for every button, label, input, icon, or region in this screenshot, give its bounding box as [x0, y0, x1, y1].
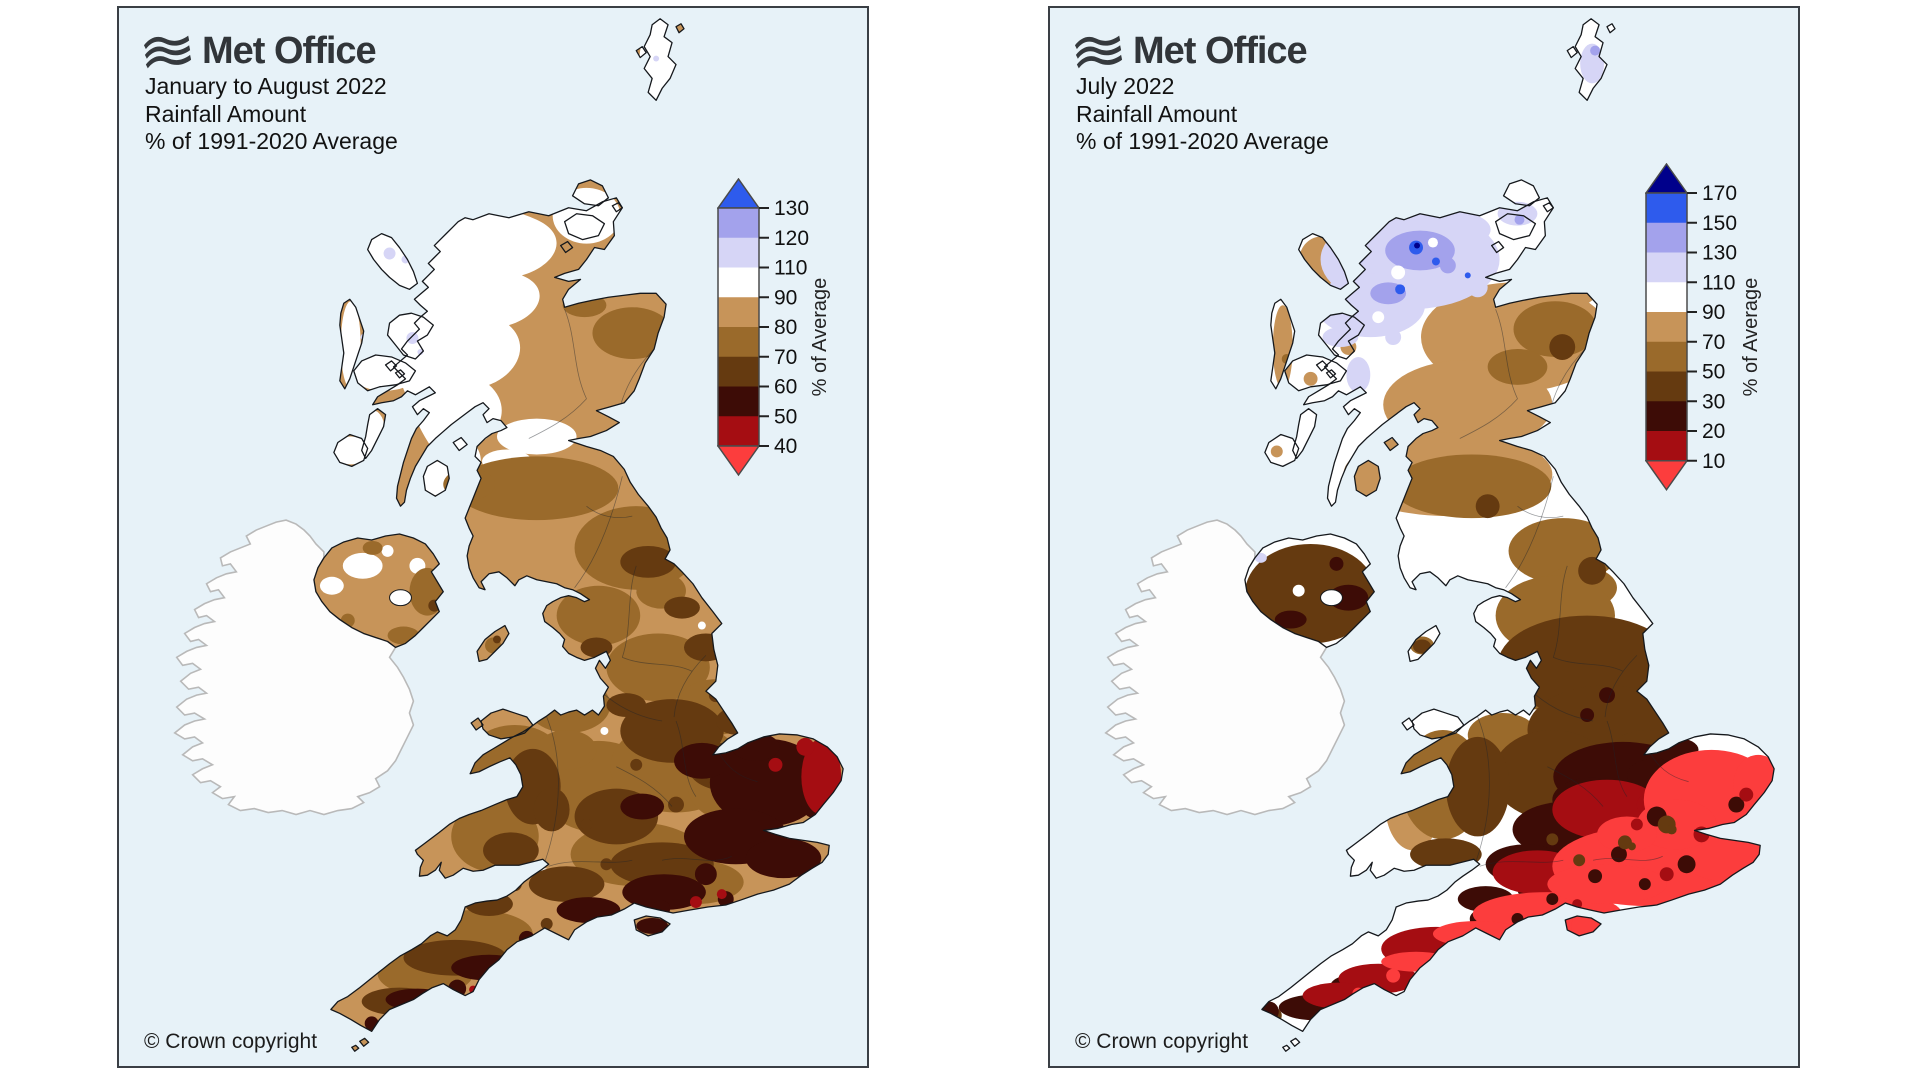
title-block-left: Met Office January to August 2022 Rainfa… [143, 30, 398, 156]
crown-copyright: © Crown copyright [1075, 1030, 1249, 1053]
colorbar-axis-label: % of Average [809, 277, 831, 397]
met-office-logotype: Met Office [202, 30, 377, 72]
svg-text:120: 120 [774, 227, 809, 250]
colorbar-legend: 170 150 130 110 90 70 50 30 20 10 [1644, 162, 1755, 498]
svg-text:70: 70 [1702, 331, 1725, 354]
met-office-logotype: Met Office [1133, 30, 1308, 72]
svg-text:50: 50 [1702, 361, 1725, 384]
svg-text:70: 70 [774, 346, 797, 369]
svg-text:110: 110 [774, 257, 807, 280]
svg-text:50: 50 [774, 405, 797, 428]
svg-text:40: 40 [774, 435, 797, 458]
colorbar-legend: 130 120 110 90 80 70 60 50 40 [716, 177, 827, 483]
map-title-variable: Rainfall Amount [145, 100, 307, 127]
colorbar-axis-label: % of Average [1740, 277, 1762, 397]
map-title-period: July 2022 [1076, 73, 1175, 99]
svg-text:30: 30 [1702, 390, 1725, 413]
svg-text:20: 20 [1702, 420, 1725, 443]
svg-text:80: 80 [774, 316, 797, 339]
crown-copyright: © Crown copyright [144, 1030, 318, 1053]
met-office-logo-icon [1074, 35, 1123, 68]
map-title-baseline: % of 1991-2020 Average [145, 128, 398, 154]
svg-text:90: 90 [1702, 301, 1725, 324]
svg-text:130: 130 [774, 197, 809, 220]
lough-neagh [389, 589, 412, 607]
uk-rainfall-map-july [1050, 8, 1798, 1066]
title-block-right: Met Office July 2022 Rainfall Amount % o… [1074, 30, 1329, 156]
svg-text:130: 130 [1702, 242, 1737, 265]
svg-text:110: 110 [1702, 271, 1735, 294]
map-title-period: January to August 2022 [145, 73, 387, 99]
svg-text:60: 60 [774, 376, 797, 399]
map-title-baseline: % of 1991-2020 Average [1076, 128, 1329, 154]
svg-text:150: 150 [1702, 212, 1737, 235]
uk-rainfall-map-january-august [119, 8, 867, 1066]
svg-text:170: 170 [1702, 182, 1737, 205]
svg-text:90: 90 [774, 286, 797, 309]
met-office-logo-icon [143, 35, 192, 68]
map-title-variable: Rainfall Amount [1076, 100, 1238, 127]
map-panel-july: Met Office July 2022 Rainfall Amount % o… [1048, 6, 1800, 1068]
map-panel-january-august: Met Office January to August 2022 Rainfa… [117, 6, 869, 1068]
lough-neagh [1320, 589, 1343, 607]
svg-text:10: 10 [1702, 450, 1725, 473]
